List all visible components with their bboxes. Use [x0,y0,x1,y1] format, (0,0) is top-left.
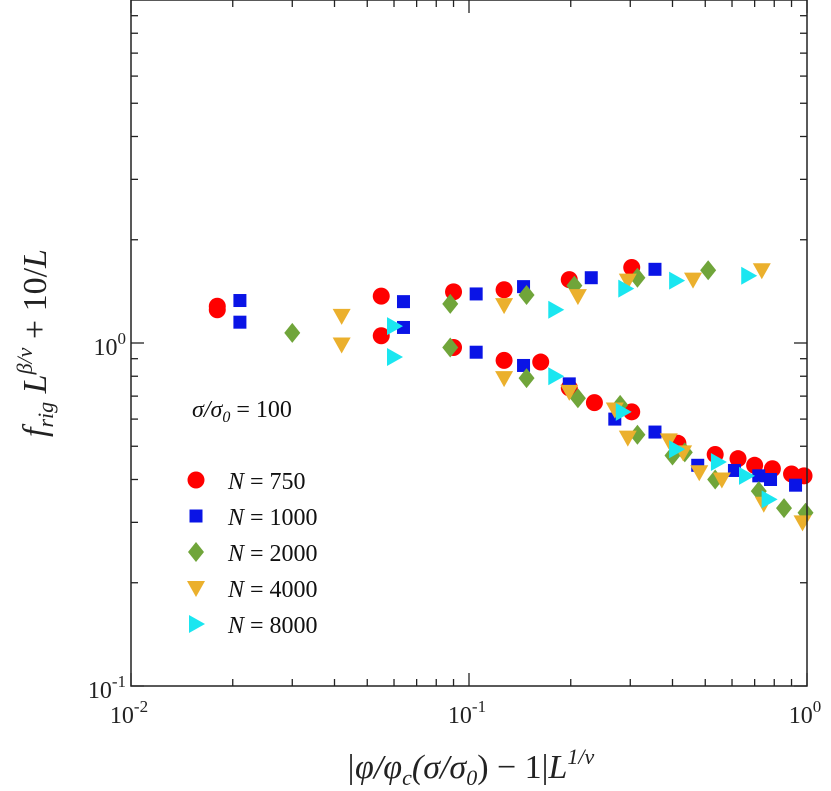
data-point-circle [495,351,513,369]
data-point-square [648,262,662,276]
legend-label: N = 4000 [227,577,318,603]
data-point-triangle-down [618,273,637,290]
legend: N = 750 N = 1000 N = 2000 N = 4000 N = 8000 [187,469,318,639]
data-point-triangle-right [741,266,758,285]
data-point-triangle-right [669,440,686,459]
annotation-sigma-ratio: σ/σ0 = 100 [192,397,292,426]
data-point-square [233,294,247,308]
data-point-triangle-right [618,279,635,298]
data-point-triangle-down [690,465,709,482]
plot-frame [130,0,808,687]
data-point-diamond [629,267,646,288]
data-point-circle [372,287,390,305]
data-point-square [584,271,598,285]
legend-label: N = 750 [227,469,306,495]
data-point-triangle-down [684,272,703,289]
data-point-triangle-down [332,337,351,354]
data-point-triangle-right [761,490,778,509]
data-point-square [789,478,803,492]
data-point-diamond [442,337,459,358]
data-point-circle [208,297,226,315]
data-point-circle [372,327,390,345]
data-point-triangle-down [568,289,587,306]
legend-marker-diamond [188,542,204,562]
data-point-square [396,295,410,309]
data-point-triangle-right [710,452,727,471]
data-point-triangle-down [659,433,678,450]
data-point-diamond [518,368,535,389]
data-point-triangle-down [618,430,637,447]
data-point-triangle-right [739,466,756,485]
y-tick-label: 100 [94,329,127,361]
data-point-triangle-right [669,271,686,290]
data-point-diamond [442,293,459,314]
data-point-triangle-right [548,367,565,386]
x-tick-label: 10-1 [448,697,486,729]
data-point-triangle-down [495,371,514,388]
data-point-square [233,315,247,329]
data-point-triangle-right [548,300,565,319]
data-point-circle [532,353,550,371]
y-axis-label: frig Lβ/ν + 10/L [12,249,58,437]
data-point-diamond [518,285,535,306]
data-point-triangle-down [332,308,351,325]
data-point-circle [585,394,603,412]
legend-marker-square [189,509,203,523]
legend-marker-triangle-right [189,615,205,633]
data-point-circle [729,450,747,468]
axis-ticks [130,0,808,687]
data-point-square [752,469,766,483]
data-points [208,259,814,532]
data-point-square [469,287,483,301]
data-point-triangle-down [495,298,514,315]
data-point-diamond [700,260,717,281]
x-axis-label: |φ/φc(σ/σ0) − 1|L1/ν [346,744,595,790]
series-triangle-right [387,266,778,509]
legend-marker-circle [187,471,205,489]
x-tick-label: 100 [789,697,822,729]
legend-label: N = 2000 [227,541,318,567]
data-point-square [396,320,410,334]
legend-marker-triangle-down [187,581,205,597]
data-point-circle [763,460,781,478]
data-point-triangle-down [752,263,771,280]
data-point-triangle-right [387,317,404,336]
data-point-circle [783,465,801,483]
data-point-square [648,425,662,439]
data-point-triangle-right [387,348,404,367]
data-point-diamond [776,498,793,519]
data-point-triangle-down [560,384,579,401]
data-point-circle [495,281,513,299]
plot-background [131,0,807,686]
legend-label: N = 1000 [227,505,318,531]
series-square [233,262,803,492]
data-point-diamond [284,322,301,343]
data-point-diamond [629,424,646,445]
data-point-square [469,345,483,359]
data-point-triangle-down [712,472,731,489]
data-point-diamond [569,388,586,409]
y-tick-label: 10-1 [88,672,126,704]
data-point-square [764,472,778,486]
data-point-square [727,463,741,477]
data-point-square [517,358,531,372]
legend-label: N = 8000 [227,613,318,639]
data-point-triangle-right [615,402,632,421]
x-tick-label: 10-2 [110,697,148,729]
